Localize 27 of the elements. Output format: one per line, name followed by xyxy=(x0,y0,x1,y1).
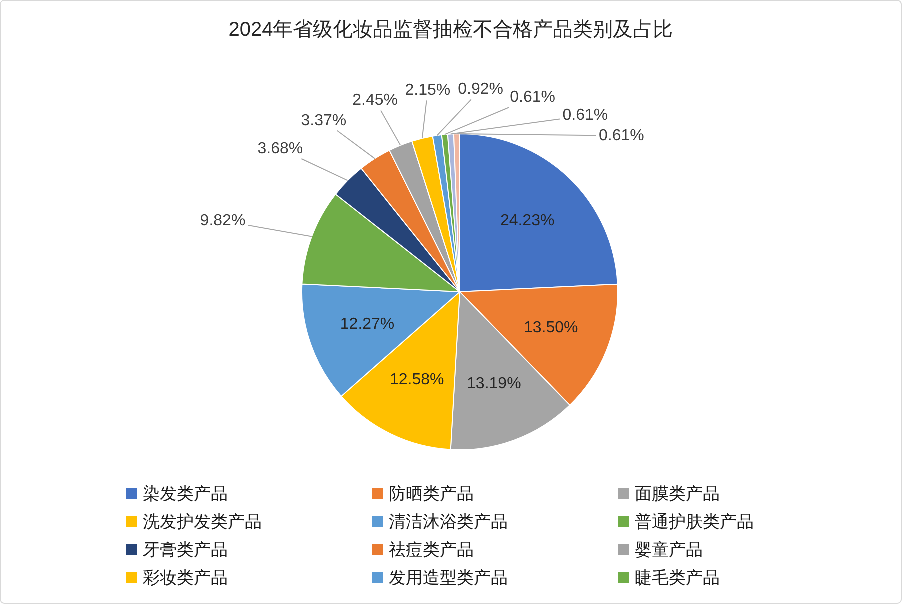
legend-label: 婴童产品 xyxy=(635,540,703,560)
data-label: 13.19% xyxy=(467,375,522,392)
data-label: 0.61% xyxy=(510,89,556,106)
data-label: 13.50% xyxy=(524,319,578,336)
data-label: 12.27% xyxy=(340,316,395,333)
data-label: 0.61% xyxy=(562,107,608,124)
data-label: 9.82% xyxy=(200,212,246,230)
data-label: 0.92% xyxy=(458,81,504,98)
legend-label: 睫毛类产品 xyxy=(635,568,720,588)
data-label: 12.58% xyxy=(390,372,444,389)
data-label: 3.68% xyxy=(258,140,304,158)
legend-label: 牙膏类产品 xyxy=(143,540,228,560)
legend-label: 清洁沐浴类产品 xyxy=(389,512,508,532)
legend-label: 洗发护发类产品 xyxy=(143,512,262,532)
legend-label: 面膜类产品 xyxy=(635,484,720,504)
data-label: 24.23% xyxy=(500,212,555,230)
data-label: 2.15% xyxy=(405,82,451,100)
legend-label: 染发类产品 xyxy=(143,484,228,504)
data-label: 0.61% xyxy=(599,127,644,144)
legend-label: 彩妆类产品 xyxy=(143,568,228,588)
chart-title: 2024年省级化妆品监督抽检不合格产品类别及占比 xyxy=(228,19,674,41)
legend-label: 发用造型类产品 xyxy=(389,568,508,588)
legend-label: 防晒类产品 xyxy=(389,484,474,504)
data-label: 3.37% xyxy=(301,112,347,130)
data-label: 2.45% xyxy=(352,92,398,110)
legend-label: 普通护肤类产品 xyxy=(635,512,754,532)
legend-label: 祛痘类产品 xyxy=(389,540,474,560)
